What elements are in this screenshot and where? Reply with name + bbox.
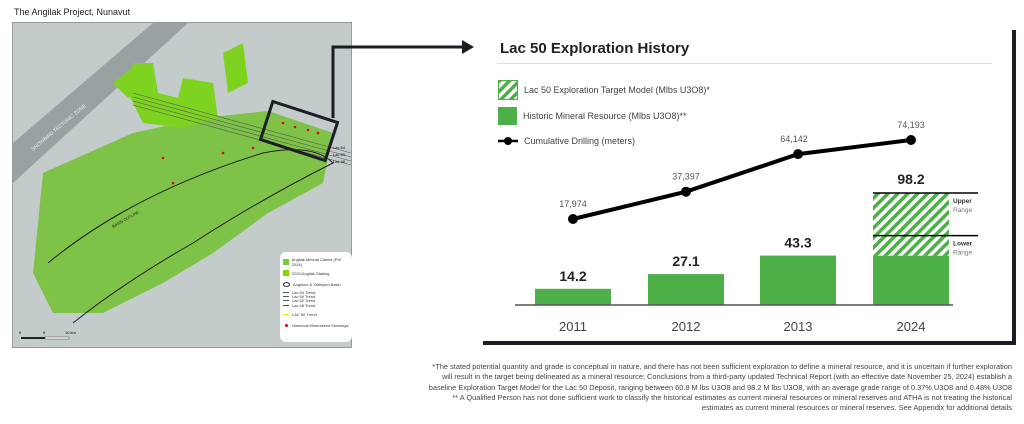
- upper-range-sublabel: Range: [953, 207, 973, 214]
- bar-2011: [535, 288, 611, 305]
- scale-bar: 0 5 10 km: [19, 330, 77, 340]
- target-model-hatched-bar: [873, 193, 949, 256]
- trend-lines: [132, 92, 351, 166]
- bar-2012: [648, 274, 724, 305]
- footnotes: *The stated potential quantity and grade…: [222, 362, 1012, 413]
- legend-historic-resource: Historic Mineral Resource (Mlbs U3O8)**: [498, 107, 687, 125]
- title-divider: [497, 63, 992, 64]
- svg-text:10 km: 10 km: [65, 330, 77, 335]
- drilling-point: [793, 149, 803, 160]
- drilling-point: [681, 186, 691, 197]
- trend-line-icon: [283, 300, 289, 301]
- drilling-value-label: 74,193: [897, 120, 925, 130]
- x-tick-label: 2012: [672, 319, 701, 334]
- legend-cumulative-drilling: Cumulative Drilling (meters): [498, 136, 635, 146]
- lower-range-sublabel: Range: [953, 250, 973, 257]
- bar-2024: [873, 255, 949, 305]
- target-value-label: 98.2: [897, 171, 924, 187]
- legend-item-lac48: Lac 48 Trend: [283, 303, 349, 309]
- trend-line-icon: [283, 292, 289, 293]
- drilling-value-label: 64,142: [780, 134, 808, 144]
- footnote-line: ** A Qualified Person has not done suffi…: [452, 392, 1012, 402]
- page-title: The Angilak Project, Nunavut: [14, 7, 131, 17]
- project-map: SNOWBIRD TECTONIC ZONE BASIN OUTLINE Lac…: [12, 22, 352, 348]
- lac54-label: Lac 54: [333, 145, 346, 150]
- drilling-value-label: 37,397: [672, 172, 700, 182]
- svg-text:0: 0: [19, 330, 22, 335]
- legend-item-showings: Historical Mineralized Showings: [283, 320, 349, 332]
- red-dot-icon: [284, 324, 288, 328]
- trend-line-icon: [283, 296, 289, 297]
- green-square-icon: [498, 107, 517, 125]
- lower-range-label: Lower: [953, 241, 973, 248]
- bar-value-label: 27.1: [672, 253, 699, 269]
- svg-text:5: 5: [43, 330, 46, 335]
- bar-value-label: 14.2: [559, 268, 586, 284]
- x-tick-label: 2013: [784, 319, 813, 334]
- drilling-point: [906, 135, 916, 145]
- drilling-line: [572, 138, 912, 221]
- drilling-value-label: 17,974: [559, 199, 587, 209]
- legend-item-claims: Angilak Mineral Claims (Pre 2024): [283, 256, 349, 268]
- mineral-claims-area: [33, 111, 333, 313]
- basin-outline-icon: [283, 282, 290, 288]
- legend-target-model: Lac 50 Exploration Target Model (Mlbs U3…: [498, 80, 710, 100]
- basin-outline: [47, 149, 334, 324]
- trend-line-icon: [283, 305, 289, 306]
- x-tick-label: 2011: [559, 319, 587, 334]
- hatched-square-icon: [498, 80, 518, 100]
- green-square-icon: [283, 258, 289, 265]
- drilling-point: [568, 214, 578, 224]
- bar-value-label: 43.3: [784, 235, 811, 251]
- legend-item-basin: Angikuni & Yathkyed Basin: [283, 279, 349, 291]
- staking-area-small: [113, 43, 248, 98]
- lac50-label: Lac 50: [333, 152, 346, 157]
- map-legend: Angilak Mineral Claims (Pre 2024) 2024 A…: [280, 252, 352, 342]
- legend-item-lac50-trend: LAC 50 Trend: [283, 309, 349, 321]
- green-square-icon: [283, 270, 289, 277]
- line-marker-icon: [498, 137, 518, 145]
- staking-area: [128, 63, 218, 128]
- lac48-label: Lac 48: [333, 159, 346, 164]
- lac50-focus-box: [258, 99, 340, 163]
- x-tick-label: 2024: [897, 319, 926, 334]
- bar-2013: [760, 255, 836, 305]
- yellow-line-icon: [283, 313, 289, 315]
- map-graphic: SNOWBIRD TECTONIC ZONE BASIN OUTLINE Lac…: [13, 23, 351, 347]
- legend-item-staking: 2024 Angilak Staking: [283, 268, 349, 280]
- chart-title: Lac 50 Exploration History: [500, 40, 690, 57]
- legend-item-lac52: Lac 52 Trend: [283, 298, 349, 303]
- arrow-head-icon: [462, 40, 474, 54]
- footnote-line: *The stated potential quantity and grade…: [432, 362, 1012, 371]
- legend-item-lac50: Lac 50 Trend: [283, 294, 349, 299]
- upper-range-label: Upper: [953, 198, 972, 205]
- footnote-line: baseline Exploration Target Model for th…: [428, 382, 1012, 392]
- legend-item-lac54: Lac 54 Trend: [283, 290, 349, 295]
- footnote-line: will result in the target being delineat…: [442, 372, 1012, 382]
- mineralized-showings: [161, 121, 320, 185]
- footnote-line: estimates as current mineral resources o…: [701, 403, 1012, 413]
